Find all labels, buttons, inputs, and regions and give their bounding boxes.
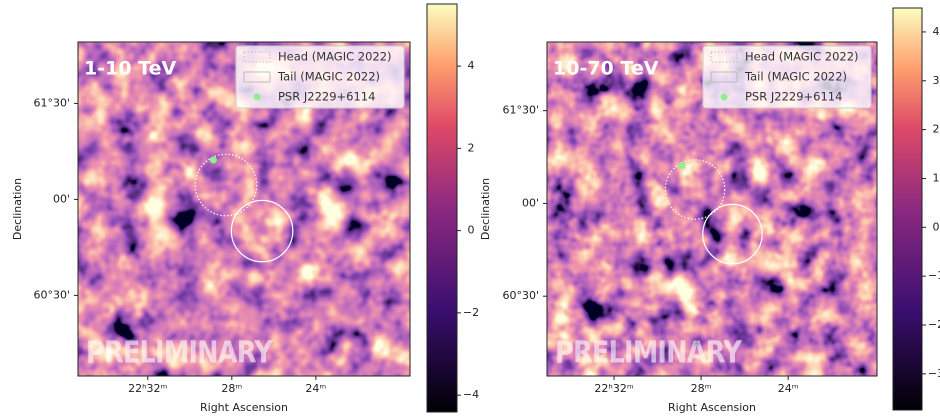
colorbar-tick-label: 3 [933, 74, 940, 87]
legend-swatch [254, 94, 261, 101]
source-point [210, 157, 217, 164]
y-axis-label: Declination [479, 178, 492, 240]
source-point [678, 162, 685, 169]
y-tick-label: 61°30' [502, 104, 539, 117]
figure: 22ʰ32ᵐ 28ᵐ 24ᵐ 61°30' 00' 60°30' Right Ascensi… [0, 0, 940, 420]
x-tick-label: 28ᵐ [691, 382, 712, 395]
energy-label: 10-70 TeV [553, 58, 659, 80]
colorbar-tick-label: 4 [933, 25, 940, 38]
colorbar-tick-label: 4 [468, 59, 475, 72]
watermark: PRELIMINARY [86, 336, 274, 371]
colorbar [893, 8, 922, 410]
colorbar-tick-label: −1 [928, 269, 940, 282]
y-tick-label: 00' [522, 196, 539, 209]
y-axis-label: Declination [11, 178, 24, 240]
legend-label: Tail (MAGIC 2022) [744, 70, 847, 84]
colorbar-tick-label: 2 [468, 141, 475, 154]
y-tick-label: 60°30' [33, 288, 70, 301]
y-tick-label: 00' [53, 192, 70, 205]
legend-label: PSR J2229+6114 [745, 90, 842, 104]
x-tick-label: 22ʰ32ᵐ [594, 382, 633, 395]
colorbar-tick-label: 1 [933, 171, 940, 184]
x-tick-label: 24ᵐ [778, 382, 799, 395]
colorbar-tick-label: −2 [928, 318, 940, 331]
legend-label: Tail (MAGIC 2022) [277, 70, 380, 84]
legend-swatch [721, 94, 728, 101]
colorbar-tick-label: −2 [463, 306, 479, 319]
colorbar [427, 4, 457, 412]
x-tick-label: 22ʰ32ᵐ [128, 382, 167, 395]
x-axis-label: Right Ascension [668, 401, 756, 414]
watermark: PRELIMINARY [555, 336, 743, 371]
colorbar-tick-label: 0 [933, 220, 940, 233]
y-tick-label: 60°30' [502, 289, 539, 302]
x-tick-label: 24ᵐ [305, 382, 326, 395]
legend-label: Head (MAGIC 2022) [278, 50, 392, 64]
energy-label: 1-10 TeV [84, 58, 176, 80]
x-axis-label: Right Ascension [200, 401, 288, 414]
colorbar-tick-label: −4 [463, 388, 479, 401]
legend-label: Head (MAGIC 2022) [745, 50, 859, 64]
colorbar-tick-label: 0 [468, 224, 475, 237]
colorbar-tick-label: −3 [928, 367, 940, 380]
x-tick-label: 28ᵐ [221, 382, 242, 395]
y-tick-label: 61°30' [33, 96, 70, 109]
legend-label: PSR J2229+6114 [278, 90, 375, 104]
colorbar-tick-label: 2 [933, 123, 940, 136]
